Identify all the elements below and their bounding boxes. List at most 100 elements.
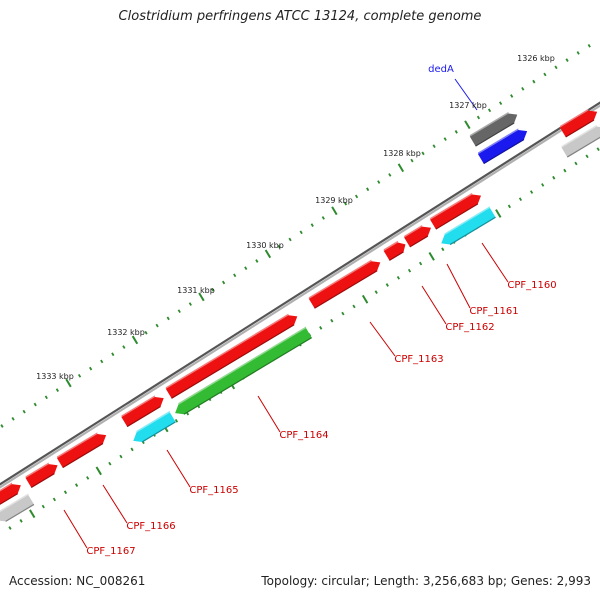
gene-cpf-1165[interactable] [121, 395, 164, 428]
gene-deda-body [478, 129, 528, 164]
inner-minor-tick [41, 504, 45, 509]
inner-minor-tick [19, 519, 23, 523]
inner-minor-tick [574, 161, 578, 166]
outer-minor-tick [543, 72, 547, 77]
gene-cpf-1164[interactable] [165, 313, 298, 399]
gene-cpf-1162[interactable] [383, 240, 406, 261]
gene-dark-gray[interactable] [469, 111, 518, 147]
leader-line [257, 395, 281, 433]
gene-cyan-left-body [133, 412, 176, 442]
gene-green-top-face [178, 326, 307, 405]
gene-label[interactable]: dedA [428, 64, 454, 75]
gene-label[interactable]: CPF_1163 [394, 354, 443, 365]
outer-minor-tick [233, 273, 237, 278]
inner-minor-tick [552, 175, 556, 180]
gene-green-body [175, 328, 312, 415]
inner-minor-tick [319, 326, 323, 330]
map-title: Clostridium perfringens ATCC 13124, comp… [118, 9, 482, 24]
backbone-light-line [0, 104, 600, 489]
inner-minor-tick [385, 283, 389, 287]
gene-cpf-1162-edge [389, 251, 404, 261]
leader-line [102, 484, 128, 524]
gene-label[interactable]: CPF_1167 [86, 546, 135, 557]
inner-minor-tick [419, 261, 423, 266]
gene-cyan-left-top-face [136, 410, 170, 433]
inner-minor-tick [374, 290, 378, 294]
outer-minor-tick [421, 151, 425, 156]
outer-minor-tick [77, 373, 82, 378]
gene-cpf-1162-top-face [383, 240, 398, 251]
gene-cpf-1167-top-face [25, 462, 49, 479]
gene-deda-edge [483, 138, 525, 165]
inner-minor-tick [108, 461, 112, 466]
gene-label[interactable]: CPF_1162 [445, 322, 494, 333]
inner-minor-tick [52, 497, 56, 502]
outer-minor-tick [410, 158, 414, 163]
leader-line [421, 285, 447, 325]
outer-major-tick [464, 120, 471, 130]
outer-minor-tick [343, 201, 348, 206]
outer-minor-tick [55, 388, 59, 392]
gene-light-gray-left[interactable] [0, 493, 35, 522]
gene-cpf-1161[interactable] [404, 225, 432, 248]
outer-minor-tick [521, 86, 525, 91]
gene-cpf-1167[interactable] [25, 462, 58, 488]
inner-minor-tick [341, 311, 345, 316]
gene-cpf-1160[interactable] [430, 192, 482, 230]
outer-tick-track [0, 43, 591, 428]
inner-minor-tick [86, 476, 90, 480]
gene-red-left-edge[interactable] [0, 482, 21, 506]
inner-minor-tick [529, 190, 534, 194]
inner-minor-tick [396, 276, 401, 280]
gene-cpf-1165-edge [126, 405, 161, 428]
gene-cyan-right[interactable] [441, 206, 496, 246]
outer-minor-tick [288, 237, 292, 242]
inner-minor-tick [441, 247, 445, 252]
inner-minor-tick [596, 147, 600, 152]
inner-minor-tick [507, 204, 511, 209]
outer-minor-tick [100, 359, 104, 364]
gene-cpf-1162-body [383, 242, 406, 261]
kbp-label: 1326 kbp [517, 54, 555, 63]
gene-cpf-1166-body [57, 433, 107, 468]
outer-minor-tick [44, 395, 48, 400]
gene-cpf-1166[interactable] [56, 432, 107, 469]
gene-deda[interactable] [477, 128, 528, 165]
kbp-label: 1328 kbp [383, 149, 421, 158]
gene-red-right-edge[interactable] [559, 108, 598, 138]
gene-label[interactable]: CPF_1164 [279, 430, 328, 441]
gene-label[interactable]: CPF_1165 [189, 485, 238, 496]
kbp-label: 1332 kbp [107, 328, 145, 337]
gene-label[interactable]: CPF_1160 [507, 280, 556, 291]
inner-major-tick [29, 509, 36, 519]
gene-light-gray-left-top-face [0, 493, 29, 512]
gene-cpf-1161-body [404, 226, 432, 247]
gene-label[interactable]: CPF_1161 [469, 306, 518, 317]
gene-cpf-1165-top-face [121, 395, 155, 418]
outer-minor-tick [377, 180, 381, 184]
gene-light-gray-right[interactable] [561, 124, 600, 158]
gene-green[interactable] [175, 326, 313, 415]
outer-minor-tick [576, 51, 580, 55]
outer-minor-tick [155, 323, 159, 328]
kbp-label: 1329 kbp [315, 196, 353, 205]
outer-minor-tick [454, 130, 458, 134]
outer-minor-tick [277, 244, 281, 249]
outer-minor-tick [144, 330, 148, 335]
gene-label[interactable]: CPF_1166 [126, 521, 175, 532]
gene-dark-gray-top-face [469, 111, 509, 137]
gene-cyan-left[interactable] [133, 410, 176, 443]
outer-minor-tick [499, 101, 503, 106]
gene-cpf-1166-top-face [56, 432, 98, 459]
outer-minor-tick [33, 402, 37, 407]
gene-cpf-1163[interactable] [308, 259, 381, 309]
inner-minor-tick [130, 447, 134, 452]
inner-minor-tick [330, 318, 334, 323]
gene-red-right-edge-edge [565, 119, 595, 138]
outer-major-tick [198, 292, 205, 302]
gene-cpf-1164-edge [171, 324, 295, 399]
leader-line [369, 321, 396, 357]
inner-minor-tick [541, 183, 545, 187]
inner-minor-tick [407, 268, 412, 273]
